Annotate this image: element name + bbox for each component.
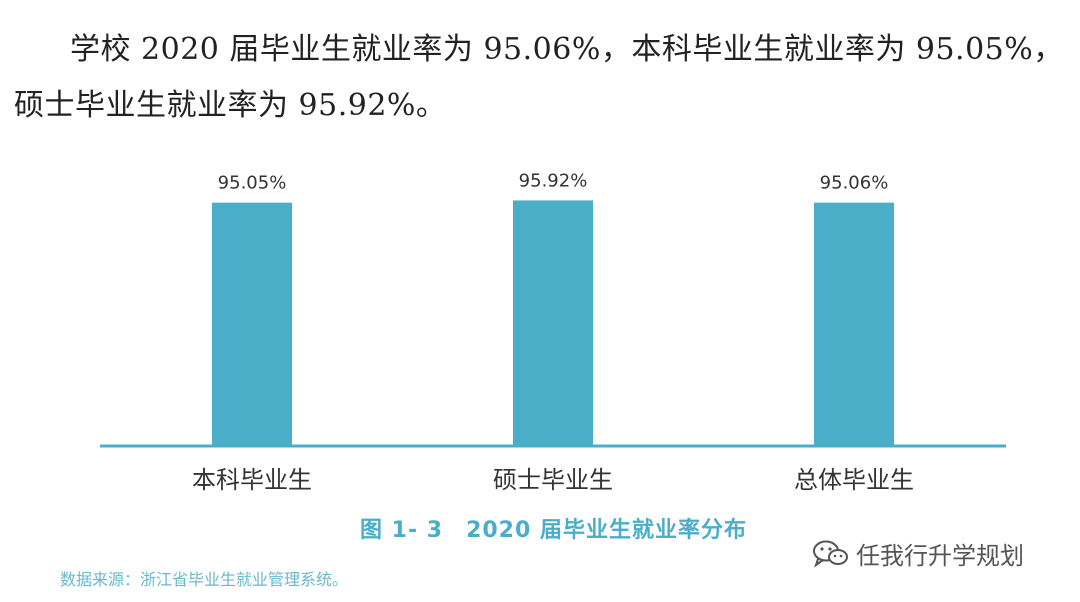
- data-label-1: 95.05%: [218, 173, 287, 194]
- category-label-2: 硕士毕业生: [493, 466, 613, 494]
- watermark: 任我行升学规划: [812, 536, 1024, 571]
- bar-chart: 95.05% 本科毕业生 95.92% 硕士毕业生 95.06% 总体毕业生: [100, 170, 1006, 494]
- category-label-1: 本科毕业生: [192, 466, 312, 494]
- intro-paragraph: 学校 2020 届毕业生就业率为 95.06%，本科毕业生就业率为 95.05%…: [14, 32, 1064, 123]
- bar-1: [212, 202, 292, 446]
- bar-3: [814, 202, 894, 446]
- data-source-note: 数据来源：浙江省毕业生就业管理系统。: [60, 570, 349, 589]
- data-label-3: 95.06%: [820, 173, 889, 194]
- data-label-2: 95.92%: [519, 170, 588, 191]
- labels-layer: 95.05% 本科毕业生 95.92% 硕士毕业生 95.06% 总体毕业生: [192, 170, 914, 494]
- chart-title: 图 1- 3 2020 届毕业生就业率分布: [360, 518, 747, 543]
- bar-2: [513, 200, 593, 446]
- watermark-text: 任我行升学规划: [856, 542, 1024, 570]
- wechat-icon: [813, 540, 848, 568]
- bars-layer: [212, 200, 894, 446]
- category-label-3: 总体毕业生: [794, 466, 914, 494]
